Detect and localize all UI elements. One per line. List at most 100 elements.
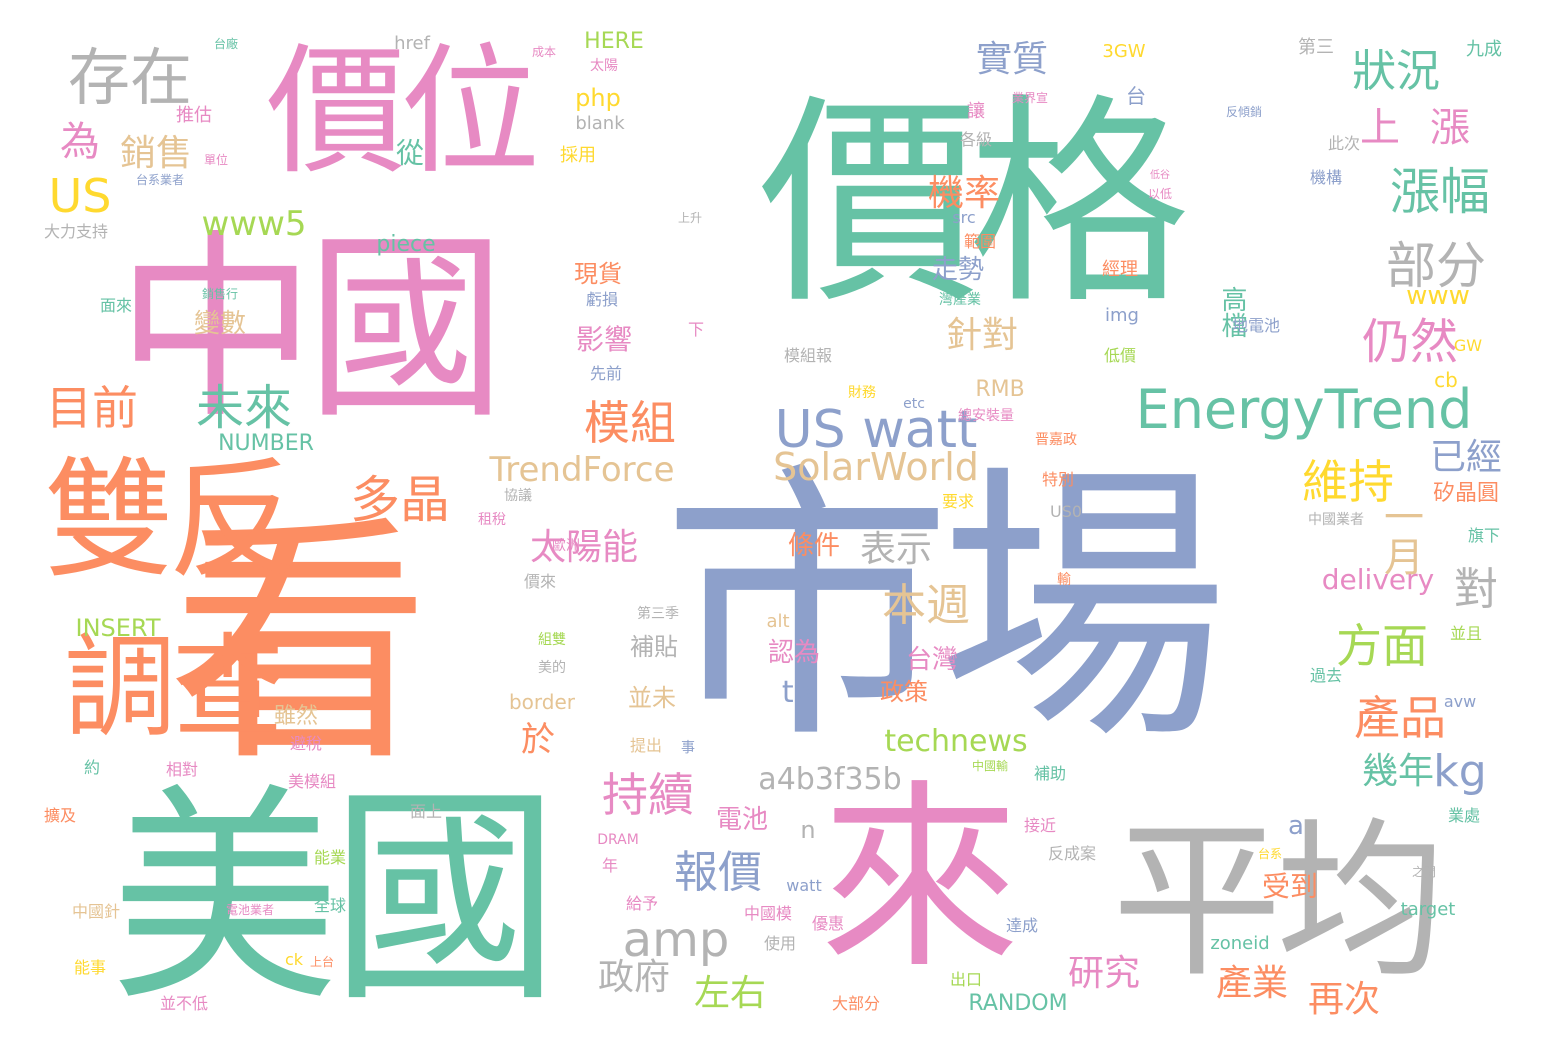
cloud-word: 優惠	[811, 914, 845, 933]
cloud-word: kg	[1433, 746, 1487, 797]
cloud-word: 讓	[967, 101, 985, 122]
cloud-word: 大力支持	[43, 222, 109, 241]
cloud-word: 要求	[941, 492, 975, 511]
cloud-word: 價格	[758, 76, 1190, 334]
cloud-word: 晋嘉政	[1035, 432, 1077, 448]
cloud-word: href	[394, 33, 430, 54]
cloud-word: 多晶	[350, 471, 450, 529]
cloud-word: 以低	[1147, 187, 1173, 201]
cloud-word: 全球	[313, 896, 347, 915]
cloud-word: 單位	[203, 153, 229, 167]
cloud-word: 業處	[1447, 806, 1481, 825]
cloud-word: 出口	[949, 970, 983, 989]
cloud-word: 補助	[1033, 764, 1067, 783]
cloud-word: 模組	[584, 396, 676, 450]
cloud-word: www5	[201, 204, 307, 244]
cloud-word: 變數	[193, 309, 247, 339]
cloud-word: 調查	[64, 623, 284, 753]
cloud-word: 低谷	[1150, 170, 1170, 181]
cloud-word: 第三季	[637, 606, 679, 622]
cloud-word: 報價	[674, 847, 762, 898]
cloud-word: 特別	[1041, 470, 1075, 489]
cloud-word: US0	[1049, 502, 1083, 521]
cloud-word: 3GW	[1102, 41, 1146, 62]
cloud-word: 過去	[1309, 666, 1343, 685]
cloud-word: 歐洲	[552, 538, 580, 554]
cloud-word: 組雙	[538, 632, 566, 648]
cloud-word: 年	[601, 856, 619, 875]
cloud-word: img	[1105, 305, 1139, 326]
cloud-word: 成本	[531, 45, 557, 59]
cloud-word: 本週	[882, 580, 970, 631]
cloud-word: 方面	[1336, 619, 1428, 673]
cloud-word: 來	[819, 763, 1021, 996]
cloud-word: 九成	[1466, 39, 1502, 60]
cloud-word: 政策	[880, 678, 928, 706]
cloud-word: 左右	[693, 973, 767, 1014]
cloud-word: 台灣	[905, 645, 959, 675]
cloud-word: 範圍	[963, 232, 997, 251]
cloud-word: piece	[376, 232, 436, 257]
cloud-word: 中國輸	[971, 759, 1009, 773]
cloud-word: 研究	[1067, 953, 1141, 994]
cloud-word: 電池	[715, 805, 769, 835]
cloud-word: 產品	[1354, 691, 1446, 745]
cloud-word: 提出	[629, 736, 663, 755]
cloud-word: 銷售	[119, 133, 193, 174]
cloud-word: 並且	[1449, 624, 1483, 643]
cloud-word: 灣產業	[939, 292, 981, 308]
cloud-word: 中國模	[743, 904, 793, 923]
cloud-word: 能業	[313, 848, 347, 867]
cloud-word: 模組報	[783, 346, 833, 365]
cloud-word: GW	[1453, 336, 1483, 355]
cloud-word: 雖然	[273, 704, 319, 729]
cloud-word: src	[952, 208, 976, 227]
cloud-word: 地電池	[1231, 316, 1281, 335]
cloud-word: 上漲	[1360, 105, 1500, 151]
cloud-word: 大部分	[831, 994, 881, 1013]
cloud-word: alt	[766, 611, 790, 632]
cloud-word: amp	[622, 912, 730, 968]
cloud-word: 變數	[219, 323, 221, 325]
cloud-word: 受到	[1261, 870, 1319, 903]
cloud-word: 一月	[1377, 496, 1423, 576]
cloud-word: 中國針	[71, 902, 121, 921]
cloud-word: watt	[786, 876, 822, 895]
cloud-word: 事	[681, 740, 695, 756]
cloud-word: 狀況	[1352, 46, 1440, 97]
cloud-word: 現貨	[574, 260, 622, 288]
cloud-word: 存在	[67, 41, 193, 114]
cloud-word: tw	[781, 675, 819, 710]
cloud-word: 並不低	[159, 994, 209, 1013]
cloud-word: 第三	[1298, 37, 1334, 58]
cloud-word: 幾年	[1361, 751, 1435, 792]
cloud-word: 中國業者	[1308, 512, 1364, 528]
cloud-word: 價來	[523, 572, 557, 591]
cloud-word: 使用	[763, 934, 797, 953]
cloud-word: avw	[1443, 692, 1477, 711]
cloud-word: 條件	[787, 531, 841, 561]
cloud-word: US	[48, 169, 112, 223]
cloud-word: 政府	[597, 957, 671, 998]
cloud-word: 先前	[589, 364, 623, 383]
cloud-word: 租稅	[478, 512, 506, 528]
cloud-word: 針對	[945, 315, 1019, 356]
cloud-word: DRAM	[597, 832, 639, 848]
cloud-word: php	[575, 84, 621, 112]
cloud-word: 仍然	[1361, 314, 1459, 370]
cloud-word: blank	[575, 113, 625, 134]
cloud-word: 矽晶圓	[1432, 481, 1500, 506]
cloud-word: border	[508, 690, 576, 714]
cloud-word: SolarWorld	[773, 445, 979, 489]
cloud-word: 上升	[677, 211, 703, 225]
cloud-word: 價位	[265, 31, 540, 194]
cloud-word: 旗下	[1467, 526, 1501, 545]
cloud-word: a4b3f35b	[758, 762, 902, 797]
cloud-word: 之間	[1411, 865, 1437, 879]
cloud-word: target	[1400, 899, 1456, 920]
cloud-word: 接近	[1023, 816, 1057, 835]
cloud-word: 看	[171, 494, 431, 796]
cloud-word: 台廠	[213, 37, 239, 51]
cloud-word: 高檔	[1217, 286, 1247, 338]
cloud-word: 表示	[859, 529, 933, 570]
